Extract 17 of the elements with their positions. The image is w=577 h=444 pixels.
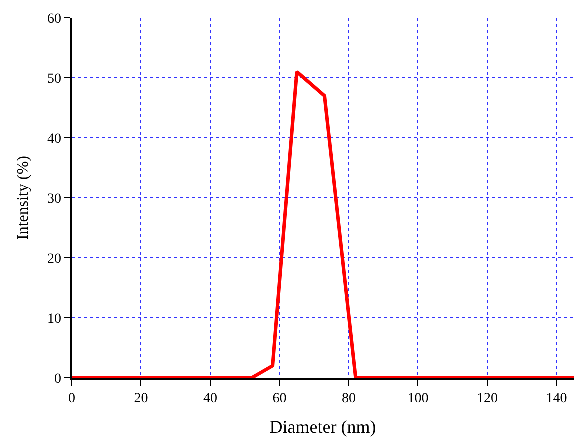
x-tick-label: 40 xyxy=(203,392,218,407)
x-tick-label: 0 xyxy=(68,392,76,407)
x-axis-title: Diameter (nm) xyxy=(270,417,376,438)
x-tick-label: 100 xyxy=(408,392,429,407)
y-tick-label: 0 xyxy=(54,372,62,387)
y-tick-label: 40 xyxy=(47,132,62,147)
x-tick-label: 60 xyxy=(272,392,287,407)
x-tick-label: 80 xyxy=(342,392,356,407)
x-tick-label: 120 xyxy=(476,392,498,407)
y-tick-label: 50 xyxy=(47,72,62,87)
y-tick-label: 30 xyxy=(47,192,62,207)
y-tick-label: 10 xyxy=(47,312,62,327)
x-tick-label: 20 xyxy=(134,392,148,407)
x-tick-label: 140 xyxy=(546,392,568,407)
y-tick-label: 20 xyxy=(47,252,62,267)
y-axis-title: Intensity (%) xyxy=(14,156,32,240)
y-tick-label: 60 xyxy=(47,12,62,27)
